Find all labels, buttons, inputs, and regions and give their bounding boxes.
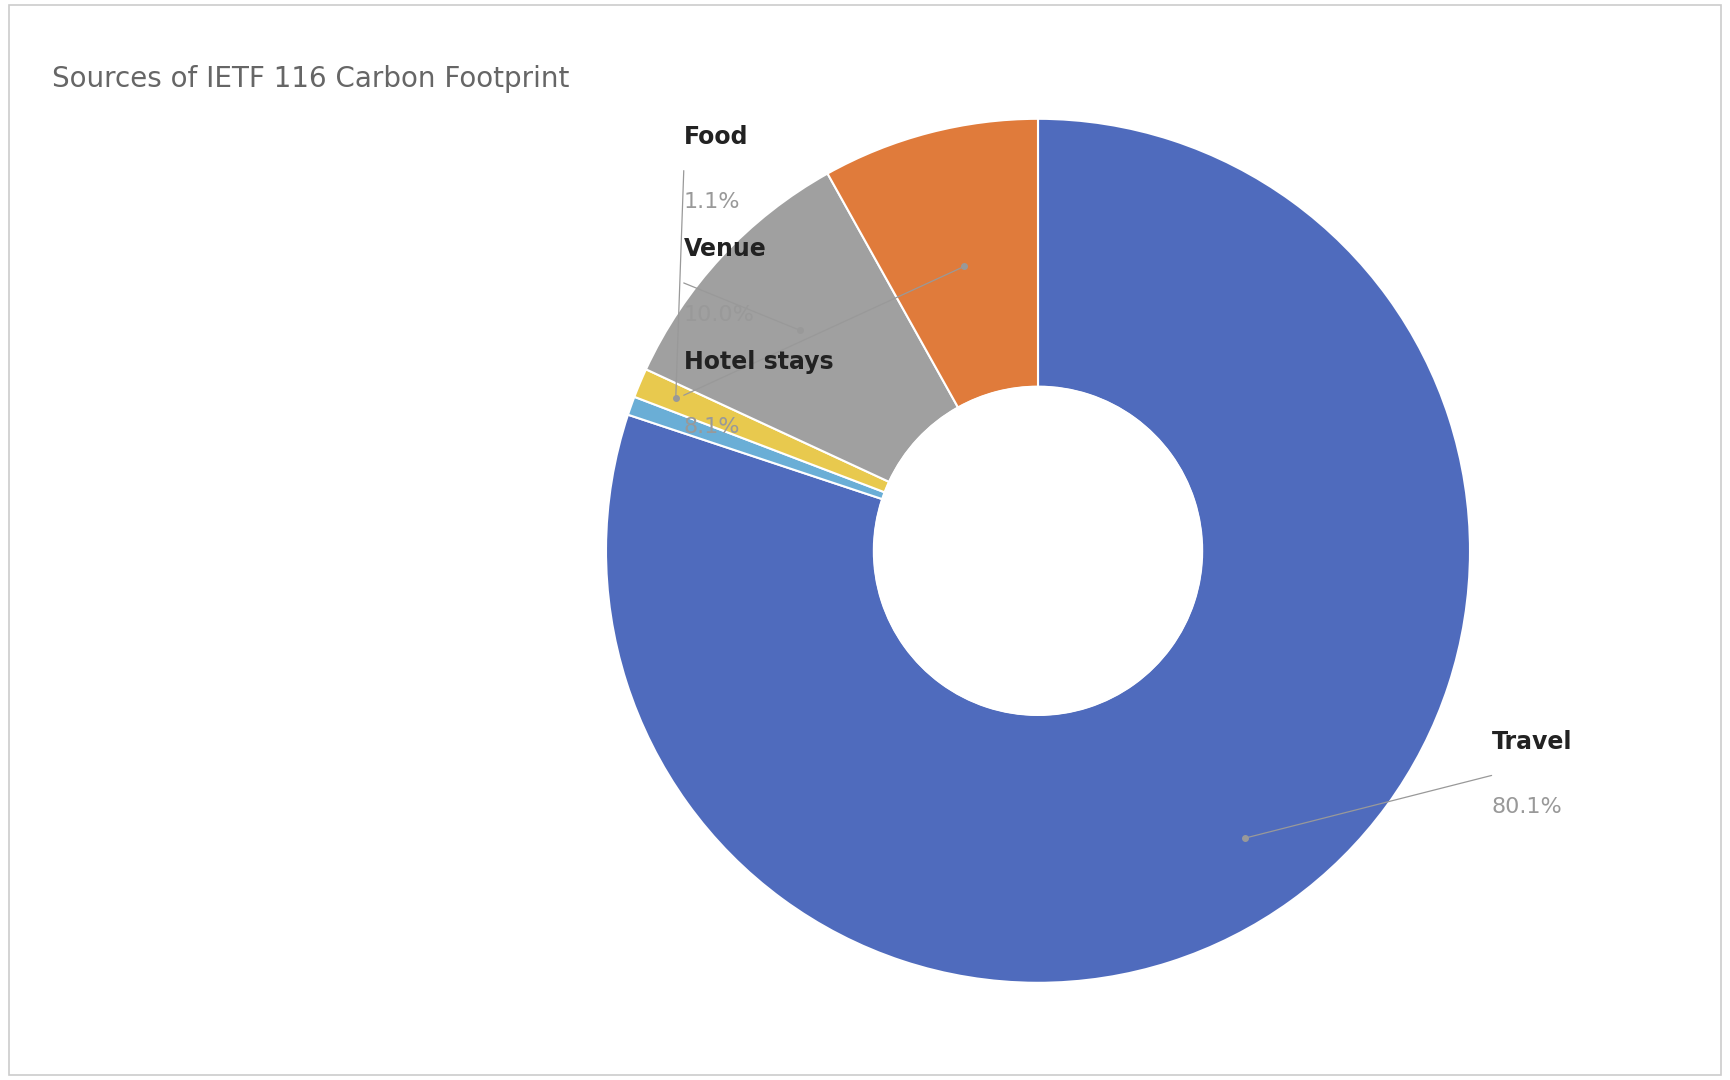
Circle shape bbox=[874, 387, 1202, 715]
Wedge shape bbox=[628, 396, 884, 499]
Text: Travel: Travel bbox=[1491, 730, 1573, 754]
Text: 80.1%: 80.1% bbox=[1491, 797, 1562, 818]
Wedge shape bbox=[645, 174, 958, 482]
Wedge shape bbox=[827, 119, 1038, 407]
Text: Hotel stays: Hotel stays bbox=[683, 350, 834, 374]
Wedge shape bbox=[635, 369, 889, 492]
Wedge shape bbox=[606, 119, 1470, 983]
Text: Venue: Venue bbox=[683, 238, 766, 261]
Text: 8.1%: 8.1% bbox=[683, 417, 740, 437]
Text: 1.1%: 1.1% bbox=[683, 192, 740, 213]
Text: Sources of IETF 116 Carbon Footprint: Sources of IETF 116 Carbon Footprint bbox=[52, 65, 569, 93]
Text: Food: Food bbox=[683, 125, 749, 149]
Text: 10.0%: 10.0% bbox=[683, 305, 754, 325]
